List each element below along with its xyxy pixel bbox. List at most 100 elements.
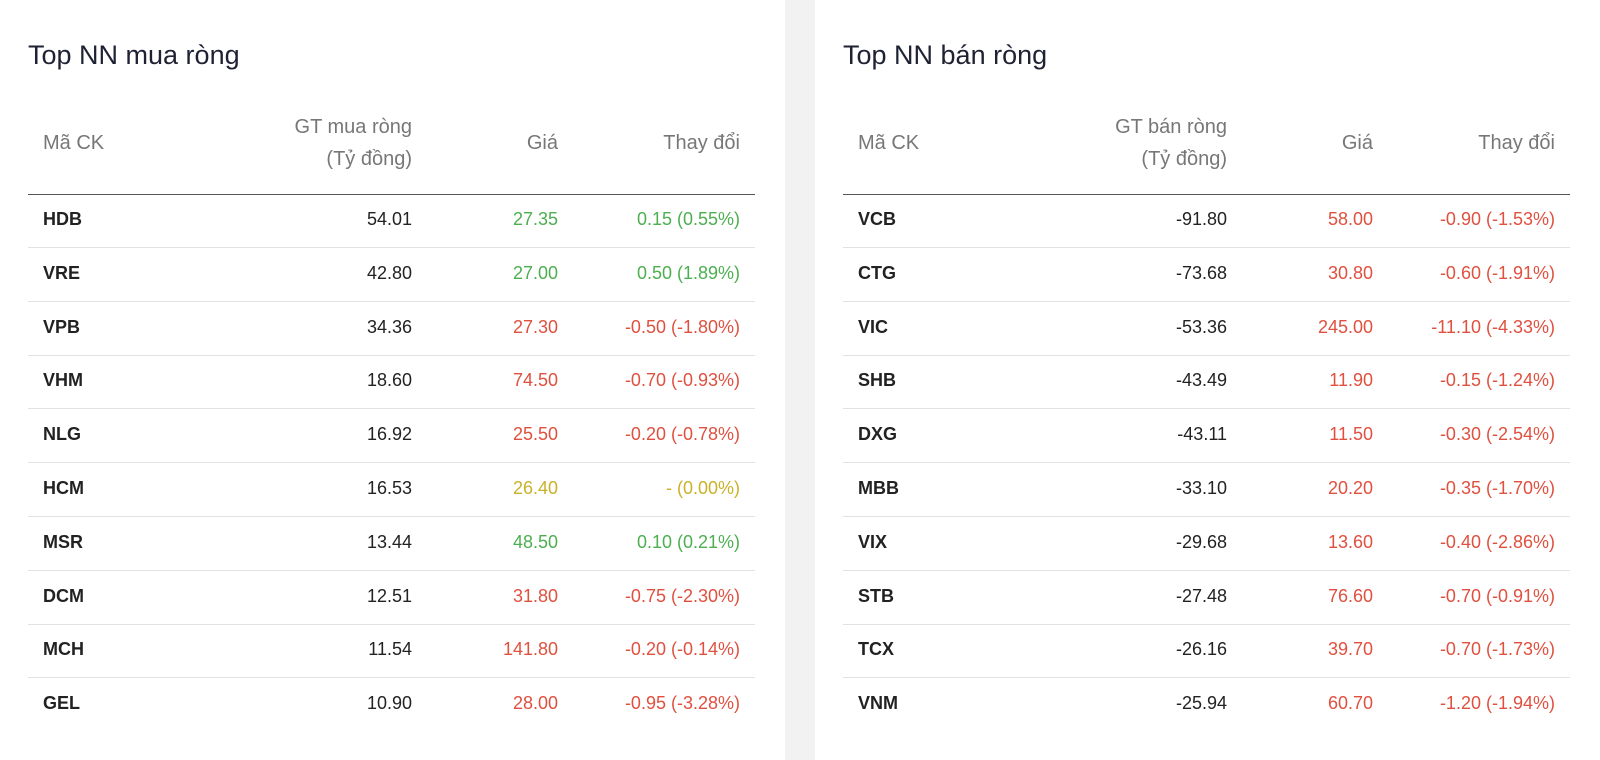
cell-code: MCH [43,639,84,660]
cell-value: -73.68 [1175,262,1227,283]
row-divider [28,677,755,679]
cell-value: -26.16 [1175,639,1227,660]
cell-code: GEL [43,693,81,714]
row-divider [28,569,755,571]
cell-value: 16.92 [366,424,412,445]
cell-value: 12.51 [366,585,412,606]
cell-value: -43.49 [1175,370,1227,391]
header-divider [843,194,1570,195]
cell-code: VIC [858,316,889,337]
cell-value: 42.80 [366,262,412,283]
cell-value: -33.10 [1175,478,1227,498]
cell-value: 54.01 [366,209,412,229]
cell-change: 0.15 (0.55%) [636,209,740,229]
row-divider [843,677,1570,679]
cell-code: HCM [43,478,84,498]
row-divider [28,623,755,625]
cell-change: -0.50 (-1.80%) [624,316,740,337]
cell-price: 11.90 [1329,370,1373,391]
column-header: Mã CK [43,132,105,154]
cell-change: 0.50 (1.89%) [636,262,740,283]
cell-change: -11.10 (-4.33%) [1431,316,1555,337]
cell-price: 58.00 [1327,209,1373,229]
cell-value: 18.60 [366,370,412,391]
cell-price: 27.35 [512,209,558,229]
cell-price: 28.00 [512,693,558,714]
cell-change: -1.20 (-1.94%) [1439,693,1555,714]
column-header: Mã CK [858,132,920,154]
cell-value: 13.44 [366,531,412,552]
cell-code: VRE [43,262,81,283]
cell-value: 34.36 [366,316,412,337]
panel: Top NN bán ròng Mã CK GT bán ròng (Tỷ đồng)… [815,0,1600,760]
cell-price: 30.80 [1327,262,1373,283]
cell-price: 26.40 [512,478,558,498]
cell-code: VPB [43,316,81,337]
cell-price: 60.70 [1327,693,1373,714]
cell-value: -25.94 [1175,693,1227,714]
cell-change: -0.15 (-1.24%) [1439,370,1555,391]
cell-price: 31.80 [512,585,558,606]
cell-price: 245.00 [1317,316,1373,337]
cell-price: 39.70 [1327,639,1373,660]
row-divider [843,247,1570,248]
cell-price: 27.30 [512,316,558,337]
panel-title: Top NN bán ròng [843,40,1048,70]
cell-value: -27.48 [1175,585,1227,606]
cell-change: -0.30 (-2.54%) [1439,424,1555,445]
cell-change: -0.20 (-0.78%) [624,424,740,445]
column-header: Giá [1341,132,1373,154]
cell-change: -0.75 (-2.30%) [624,585,740,606]
row-divider [843,300,1570,302]
cell-change: -0.95 (-3.28%) [624,693,740,714]
cell-value: -91.80 [1175,209,1227,229]
cell-price: 27.00 [512,262,558,283]
cell-price: 20.20 [1327,478,1373,498]
cell-change: -0.20 (-0.14%) [624,639,740,660]
cell-code: VNM [858,693,898,714]
cell-value: -29.68 [1175,531,1227,552]
column-header: (Tỷ đồng) [1141,148,1227,170]
cell-code: VIX [858,531,888,552]
row-divider [28,462,755,464]
cell-value: 11.54 [368,639,412,660]
cell-change: -0.90 (-1.53%) [1439,209,1555,229]
cell-change: -0.70 (-1.73%) [1439,639,1555,660]
panel-title: Top NN mua ròng [28,40,240,70]
cell-code: HDB [43,209,82,229]
cell-code: VCB [858,209,897,229]
cell-change: -0.70 (-0.91%) [1439,585,1555,606]
row-divider [843,516,1570,517]
row-divider [28,300,755,302]
column-header: Thay đổi [663,132,740,154]
cell-code: MSR [43,531,83,552]
cell-price: 11.50 [1329,424,1373,445]
row-divider [843,354,1570,356]
cell-code: CTG [858,262,896,283]
row-divider [843,569,1570,571]
cell-price: 74.50 [512,370,558,391]
cell-value: 16.53 [366,478,412,498]
cell-price: 25.50 [512,424,558,445]
row-divider [28,408,755,410]
column-header: Thay đổi [1478,132,1555,154]
cell-change: -0.35 (-1.70%) [1439,478,1555,498]
cell-value: -43.11 [1177,424,1227,445]
cell-change: - (0.00%) [665,478,740,498]
row-divider [843,623,1570,625]
row-divider [843,462,1570,464]
cell-price: 141.80 [502,639,558,660]
cell-value: -53.36 [1175,316,1227,337]
header-divider [28,194,755,195]
cell-code: STB [858,585,894,606]
cell-change: -0.70 (-0.93%) [624,370,740,391]
row-divider [843,408,1570,410]
cell-code: MBB [858,478,899,498]
cell-price: 48.50 [512,531,558,552]
column-header: Giá [526,132,558,154]
cell-code: NLG [43,424,81,445]
column-header: GT bán ròng [1115,116,1227,138]
cell-change: -0.40 (-2.86%) [1439,531,1555,552]
cell-code: DCM [43,585,84,606]
column-header: GT mua ròng [294,116,412,138]
